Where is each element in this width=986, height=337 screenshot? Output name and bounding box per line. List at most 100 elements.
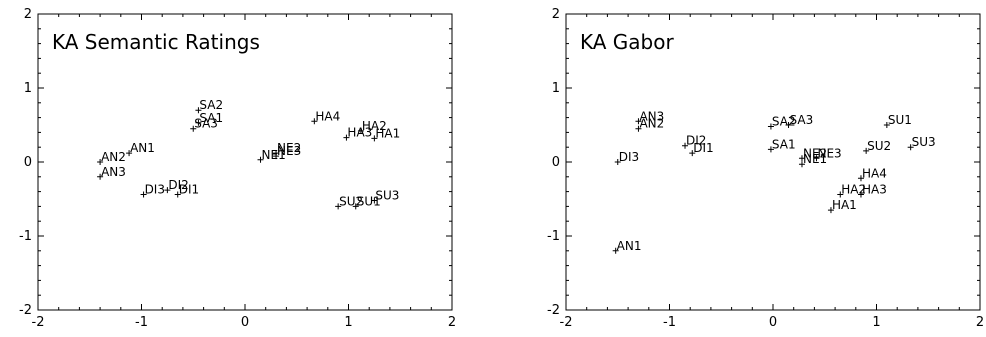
plus-marker <box>195 119 202 126</box>
data-point-su1: SU1 <box>883 113 912 128</box>
point-label: DI1 <box>693 141 713 155</box>
point-label: HA2 <box>362 119 387 133</box>
data-point-an1: AN1 <box>126 141 155 157</box>
plus-marker <box>635 118 642 125</box>
data-point-ha2: HA2 <box>357 119 387 134</box>
data-point-sa1: SA1 <box>195 111 223 126</box>
plus-marker <box>195 107 202 114</box>
plus-marker <box>614 159 621 165</box>
data-point-sa2: SA2 <box>195 98 223 114</box>
plus-marker <box>140 191 147 198</box>
data-point-ha3: HA3 <box>343 126 372 141</box>
data-point-ha4: HA4 <box>857 166 887 182</box>
x-tick-label: 1 <box>344 315 352 330</box>
x-tick-label: -1 <box>135 315 148 330</box>
data-point-ha4: HA4 <box>311 109 340 125</box>
point-label: HA4 <box>315 109 340 123</box>
axis-ticks: -2 -1 0 1 2 -2 -1 0 1 2 <box>547 7 984 330</box>
x-tick-label: 0 <box>769 315 777 330</box>
data-point-ne1: NE1 <box>257 148 286 163</box>
plus-marker <box>827 207 834 214</box>
point-label: NE2 <box>803 146 827 160</box>
plus-marker <box>352 203 359 210</box>
plus-marker <box>863 147 870 154</box>
plus-marker <box>190 125 197 132</box>
point-label: HA4 <box>862 166 887 180</box>
plus-marker <box>798 155 805 162</box>
data-point-sa3: SA3 <box>190 117 218 132</box>
y-tick-label: 2 <box>552 7 560 22</box>
plus-marker <box>343 134 350 141</box>
plus-marker <box>689 150 696 157</box>
point-label: SA3 <box>790 113 814 127</box>
data-point-an3: AN3 <box>97 165 126 180</box>
data-point-su2: SU2 <box>863 139 891 154</box>
plus-marker <box>785 122 792 128</box>
point-label: DI2 <box>686 134 706 148</box>
x-tick-label: 2 <box>448 315 456 330</box>
chart-title: KA Gabor <box>580 30 674 54</box>
plus-marker <box>857 191 864 198</box>
data-point-ha1: HA1 <box>827 198 857 214</box>
data-point-an3: AN3 <box>635 109 664 125</box>
plus-marker <box>371 197 378 204</box>
data-point-di3: DI3 <box>140 183 165 198</box>
plus-marker <box>837 191 844 198</box>
point-label: AN2 <box>639 117 664 131</box>
data-point-ha2: HA2 <box>837 183 866 198</box>
plus-marker <box>357 127 364 134</box>
data-point-ha1: HA1 <box>371 126 400 142</box>
data-point-di2: DI2 <box>164 178 189 194</box>
y-tick-label: 1 <box>24 81 32 96</box>
point-label: DI3 <box>145 183 165 197</box>
plus-marker <box>174 191 181 198</box>
point-label: SA1 <box>199 111 223 125</box>
point-label: SU3 <box>912 135 936 149</box>
point-label: HA3 <box>862 183 887 197</box>
point-label: HA1 <box>375 126 400 140</box>
point-label: AN1 <box>130 141 155 155</box>
plus-marker <box>682 142 689 149</box>
data-point-ha3: HA3 <box>857 183 887 198</box>
data-point-ne3: NE3 <box>273 144 301 160</box>
point-label: SU1 <box>357 194 381 208</box>
data-point-di2: DI2 <box>682 134 706 149</box>
y-tick-label: 2 <box>24 7 32 22</box>
plus-marker <box>767 146 774 153</box>
plus-marker <box>311 118 318 125</box>
data-point-ne3: NE3 <box>813 146 842 162</box>
data-point-ne2: NE2 <box>798 146 827 162</box>
point-label: NE1 <box>262 148 286 162</box>
point-label: SA1 <box>772 137 796 151</box>
point-label: AN2 <box>101 150 126 164</box>
chart-title: KA Semantic Ratings <box>52 30 260 54</box>
plus-marker <box>612 247 619 254</box>
x-tick-label: 0 <box>241 315 249 330</box>
x-tick-label: 2 <box>976 315 984 330</box>
plus-marker <box>371 135 378 142</box>
y-tick-label: 1 <box>552 81 560 96</box>
plus-marker <box>335 203 342 210</box>
data-point-su2: SU2 <box>335 194 363 210</box>
point-label: DI2 <box>168 178 188 192</box>
plus-marker <box>798 161 805 168</box>
plus-marker <box>126 150 133 157</box>
x-tick-label: -2 <box>32 315 45 330</box>
y-tick-label: -1 <box>19 229 32 244</box>
point-label: SU3 <box>375 188 399 202</box>
data-point-sa3: SA3 <box>785 113 814 128</box>
point-label: HA3 <box>347 126 372 140</box>
data-point-di1: DI1 <box>689 141 714 157</box>
data-point-sa1: SA1 <box>767 137 796 153</box>
data-point-su1: SU1 <box>352 194 381 210</box>
plus-marker <box>767 123 774 130</box>
y-tick-label: -1 <box>547 229 560 244</box>
point-label: NE1 <box>803 152 827 166</box>
point-label: AN3 <box>101 165 126 179</box>
y-tick-label: -2 <box>19 303 32 318</box>
point-label: NE3 <box>817 146 841 160</box>
